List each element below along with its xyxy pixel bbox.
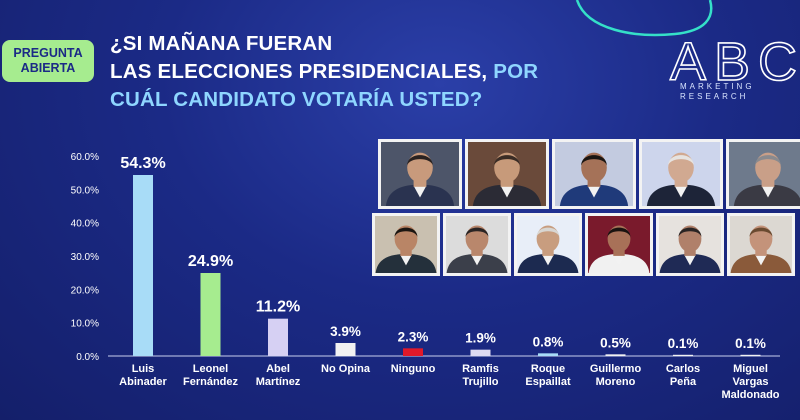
photo-miguel-vargas	[656, 213, 724, 276]
pregunta-abierta-badge: PREGUNTA ABIERTA	[2, 40, 94, 82]
logo-green-arc-icon	[575, 0, 713, 37]
bar	[403, 348, 423, 356]
question-line-2-blue: POR	[487, 60, 539, 83]
category-label: Maldonado	[721, 389, 779, 401]
category-label: Miguel	[733, 363, 768, 375]
badge-line-2: ABIERTA	[20, 61, 76, 75]
bar	[740, 354, 761, 356]
category-label: Ramfis	[462, 363, 499, 375]
portrait-image	[730, 216, 792, 273]
category-label: Guillermo	[590, 363, 642, 375]
category-label: Carlos	[666, 363, 700, 375]
portrait-image	[446, 216, 508, 273]
photo-roque-espaillat	[443, 213, 511, 276]
photo-no-opina	[639, 139, 723, 209]
category-label: Trujillo	[462, 376, 498, 388]
photo-guillermo-moreno	[514, 213, 582, 276]
portrait-image	[642, 142, 720, 206]
bar	[200, 273, 221, 356]
portrait-image	[659, 216, 721, 273]
bar	[133, 175, 153, 356]
logo-line-2: RESEARCH	[680, 92, 749, 101]
data-label: 2.3%	[398, 329, 429, 344]
question-line-1: ¿SI MAÑANA FUERAN	[110, 32, 333, 55]
category-label: Peña	[670, 376, 697, 388]
category-label: Vargas	[732, 376, 768, 388]
data-label: 11.2%	[256, 299, 300, 316]
category-label: Abinader	[119, 376, 167, 388]
category-label: Martínez	[256, 376, 301, 388]
y-tick-label: 0.0%	[76, 352, 99, 363]
photo-extra-candidate	[727, 213, 795, 276]
y-tick-label: 50.0%	[71, 185, 99, 196]
data-label: 24.9%	[188, 253, 233, 270]
photo-ninguno	[726, 139, 800, 209]
bar	[605, 354, 626, 356]
data-label: 0.1%	[735, 336, 766, 351]
logo-mark: ABC	[670, 32, 800, 92]
y-tick-label: 60.0%	[71, 152, 99, 163]
portrait-image	[729, 142, 800, 206]
portrait-image	[517, 216, 579, 273]
abc-logo: ABC	[575, 0, 800, 93]
question-line-2: LAS ELECCIONES PRESIDENCIALES, POR	[110, 58, 630, 86]
data-label: 54.3%	[120, 155, 165, 172]
data-label: 0.5%	[600, 335, 631, 350]
category-label: Leonel	[193, 363, 228, 375]
category-label: Abel	[266, 363, 290, 375]
bar-chart: 0.0% 10.0% 20.0% 30.0% 40.0% 50.0% 60.0% 54.3% L…	[71, 152, 780, 401]
category-label: Espaillat	[525, 376, 571, 388]
y-tick-label: 40.0%	[71, 219, 99, 230]
question-title: ¿SI MAÑANA FUERAN LAS ELECCIONES PRESIDE…	[110, 30, 630, 114]
bar	[538, 353, 558, 356]
portrait-image	[468, 142, 546, 206]
y-tick-label: 20.0%	[71, 285, 99, 296]
photo-luis-abinader	[378, 139, 462, 209]
category-label: Fernández	[183, 376, 239, 388]
category-label: Ninguno	[391, 363, 436, 375]
photo-leonel-fernandez	[465, 139, 549, 209]
badge-line-1: PREGUNTA	[13, 46, 83, 60]
portrait-image	[588, 216, 650, 273]
bar	[268, 318, 288, 356]
portrait-image	[375, 216, 437, 273]
data-label: 1.9%	[465, 331, 496, 346]
question-line-2-white: LAS ELECCIONES PRESIDENCIALES,	[110, 60, 488, 83]
photo-abel-martinez	[552, 139, 636, 209]
y-tick-label: 30.0%	[71, 252, 99, 263]
category-label: No Opina	[321, 363, 371, 375]
data-label: 0.1%	[668, 336, 699, 351]
question-line-3: CUÁL CANDIDATO VOTARÍA USTED?	[110, 88, 483, 111]
bar	[673, 354, 693, 356]
photo-ramfis-trujillo	[372, 213, 440, 276]
data-label: 3.9%	[330, 324, 361, 339]
bar	[335, 343, 356, 356]
category-label: Luis	[132, 363, 155, 375]
y-tick-label: 10.0%	[71, 319, 99, 330]
portrait-image	[381, 142, 459, 206]
category-label: Roque	[531, 363, 565, 375]
portrait-image	[555, 142, 633, 206]
category-label: Moreno	[596, 376, 636, 388]
logo-subtitle: MARKETING RESEARCH	[680, 82, 790, 102]
photo-carlos-pena	[585, 213, 653, 276]
logo-line-1: MARKETING	[680, 82, 755, 91]
data-label: 0.8%	[533, 334, 564, 349]
bar	[470, 349, 491, 356]
